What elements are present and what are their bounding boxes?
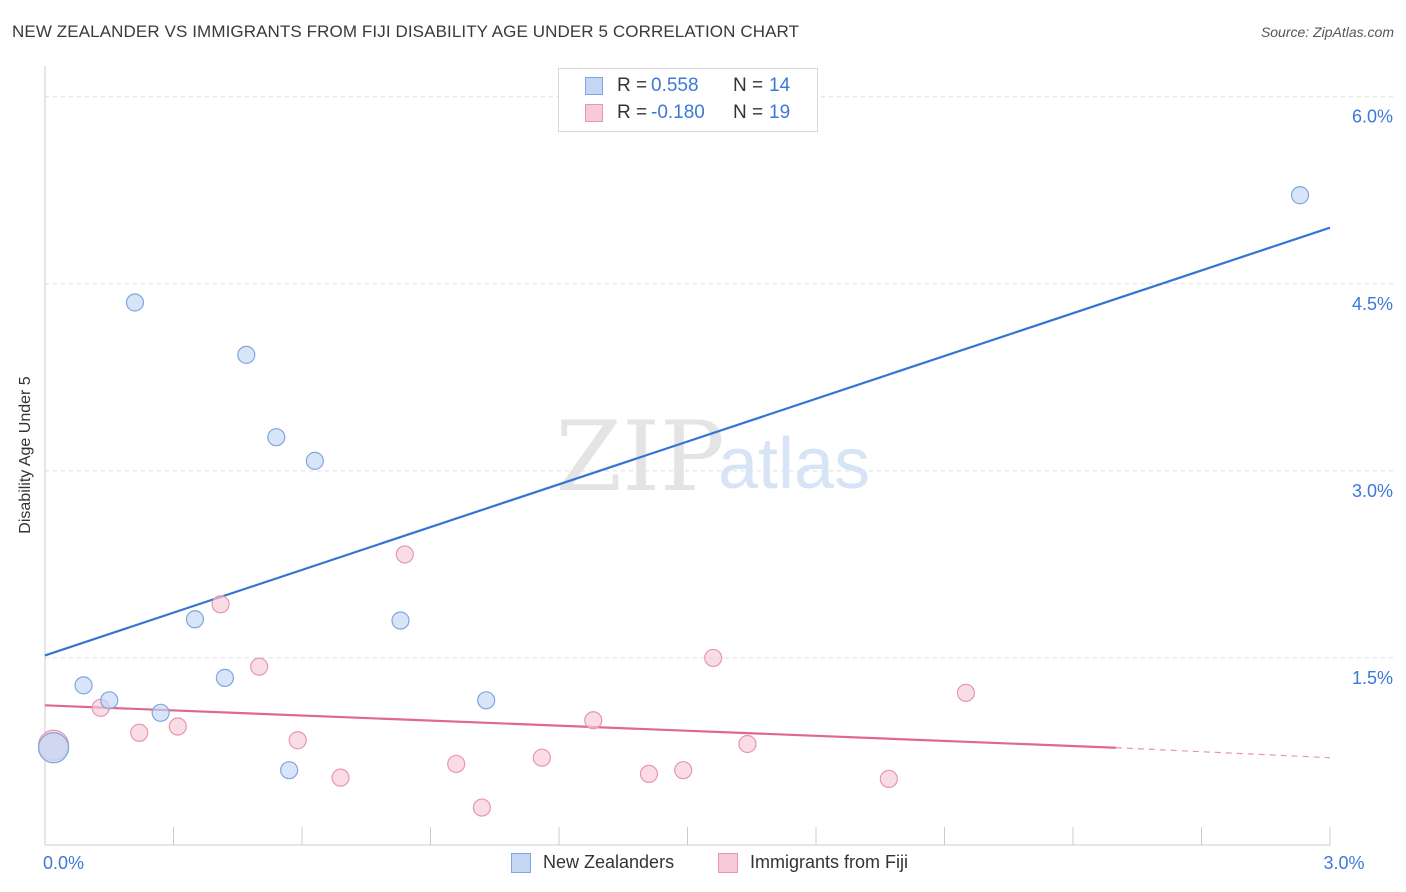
legend-n-label: N = — [733, 75, 764, 96]
fiji-point — [288, 731, 307, 750]
axis-layer — [44, 66, 1331, 846]
grid-layer — [45, 96, 1395, 659]
fiji-point — [168, 717, 187, 736]
new-zealander-trendline — [44, 226, 1331, 657]
new-zealander-point — [237, 345, 256, 364]
watermark: ZIPatlas — [555, 401, 870, 513]
new-zealander-point — [215, 668, 234, 687]
fiji-point — [879, 769, 898, 789]
new-zealander-point — [477, 691, 496, 710]
new-zealander-point — [74, 676, 93, 695]
new-zealander-point — [305, 451, 324, 470]
source-label: Source: ZipAtlas.com — [1260, 24, 1394, 40]
new-zealander-point — [125, 293, 145, 312]
legend-item-new-zealanders[interactable]: New Zealanders — [511, 852, 674, 873]
points-layer — [37, 186, 1310, 817]
fiji-point — [472, 798, 491, 817]
fiji-point — [250, 657, 269, 676]
correlation-legend: R = 0.558 N = 14 R = -0.180 N = 19 — [558, 68, 818, 132]
legend-row-new-zealanders: R = 0.558 N = 14 — [585, 74, 790, 98]
fiji-point — [331, 768, 350, 787]
legend-item-immigrants-fiji[interactable]: Immigrants from Fiji — [718, 852, 908, 873]
trend-layer — [44, 226, 1331, 759]
fiji-point — [704, 648, 723, 668]
legend-n-label: N = — [733, 102, 764, 123]
legend-swatch-blue — [585, 77, 603, 95]
legend-n-value: 19 — [769, 102, 791, 123]
fiji-trendline-extrapolated — [1115, 747, 1331, 759]
fiji-point — [130, 723, 149, 742]
legend-r-value: 0.558 — [651, 75, 699, 96]
tick-label-layer: 1.5% 3.0% 4.5% 6.0% 0.0% 3.0% — [43, 107, 1393, 873]
fiji-point — [584, 711, 603, 730]
y-axis-label: Disability Age Under 5 — [17, 376, 34, 534]
fiji-point — [447, 754, 466, 774]
series-legend: New Zealanders Immigrants from Fiji — [0, 852, 1406, 878]
new-zealander-point — [391, 611, 410, 630]
x-tick-label: 0.0% — [43, 853, 84, 873]
legend-swatch-blue — [511, 852, 531, 873]
new-zealander-point — [37, 732, 70, 764]
fiji-point — [211, 595, 230, 614]
fiji-point — [395, 545, 414, 564]
y-tick-label: 6.0% — [1352, 107, 1393, 127]
legend-row-immigrants-fiji: R = -0.180 N = 19 — [585, 101, 790, 125]
fiji-point — [639, 764, 659, 784]
y-tick-label: 4.5% — [1352, 294, 1393, 314]
new-zealander-point — [151, 703, 170, 722]
watermark-atlas: atlas — [718, 424, 870, 504]
new-zealander-point — [280, 761, 299, 780]
fiji-point — [532, 748, 551, 767]
new-zealander-point — [1290, 186, 1310, 205]
y-tick-label: 3.0% — [1352, 481, 1393, 501]
fiji-trendline — [44, 704, 1116, 749]
legend-r-label: R = — [617, 75, 648, 96]
legend-item-label: New Zealanders — [543, 852, 675, 872]
fiji-point — [956, 683, 976, 702]
legend-r-label: R = — [617, 102, 648, 123]
new-zealander-point — [185, 610, 205, 629]
fiji-point — [738, 734, 757, 754]
new-zealander-point — [100, 691, 119, 710]
legend-n-value: 14 — [769, 75, 791, 96]
y-tick-label: 1.5% — [1352, 668, 1393, 688]
legend-item-label: Immigrants from Fiji — [750, 852, 909, 872]
fiji-point — [674, 761, 693, 780]
x-tick-label: 3.0% — [1323, 853, 1364, 873]
new-zealander-point — [267, 428, 286, 447]
chart-title: NEW ZEALANDER VS IMMIGRANTS FROM FIJI DI… — [12, 22, 800, 41]
legend-r-value: -0.180 — [651, 102, 705, 123]
legend-swatch-pink — [585, 104, 603, 122]
legend-swatch-pink — [718, 852, 738, 873]
